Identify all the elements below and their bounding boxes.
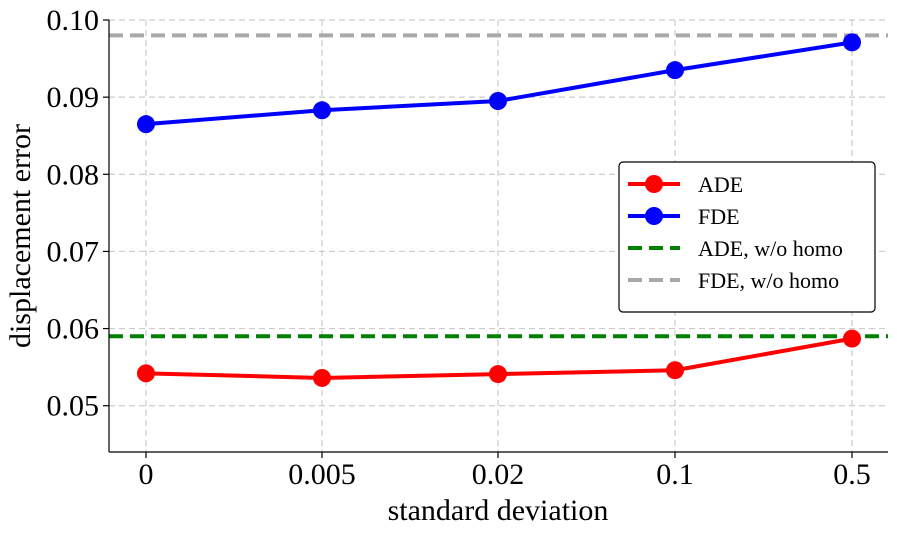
y-tick-label: 0.06 xyxy=(47,313,100,346)
y-tick-label: 0.10 xyxy=(47,4,100,37)
x-tick-label: 0.5 xyxy=(833,458,871,491)
legend-box xyxy=(618,161,876,313)
y-tick-label: 0.09 xyxy=(47,81,100,114)
data-point xyxy=(666,61,684,80)
data-point xyxy=(843,33,861,52)
y-tick-label: 0.07 xyxy=(47,235,100,268)
x-tick-label: 0.005 xyxy=(288,458,356,491)
y-tick-label: 0.08 xyxy=(47,158,100,191)
tick-labels: 0 0.005 0.02 0.1 0.5 0.05 0.06 0.07 0.08 0.09 0.10 xyxy=(47,4,871,491)
legend-label: FDE, w/o homo xyxy=(698,268,839,293)
y-tick-label: 0.05 xyxy=(47,390,100,423)
x-tick-label: 0 xyxy=(139,458,154,491)
y-axis-label: displacement error xyxy=(4,124,37,348)
x-tick-label: 0.1 xyxy=(656,458,694,491)
x-axis-label: standard deviation xyxy=(388,494,609,527)
legend-swatch-marker xyxy=(645,207,663,225)
legend-label: ADE, w/o homo xyxy=(698,236,843,261)
x-tick-label: 0.02 xyxy=(472,458,525,491)
series-line xyxy=(145,40,853,127)
legend: ADE FDE ADE, w/o homo FDE, w/o homo xyxy=(618,161,876,313)
legend-swatch-marker xyxy=(645,175,663,193)
data-point xyxy=(137,364,155,383)
data-point xyxy=(313,368,331,387)
data-point xyxy=(313,101,331,120)
legend-label: FDE xyxy=(698,204,740,229)
data-point xyxy=(137,115,155,134)
reference-lines xyxy=(109,33,888,339)
series xyxy=(137,33,861,387)
data-point xyxy=(489,92,507,110)
data-point xyxy=(666,361,684,380)
data-point xyxy=(843,329,861,348)
data-point xyxy=(489,365,507,384)
legend-label: ADE xyxy=(698,172,743,197)
